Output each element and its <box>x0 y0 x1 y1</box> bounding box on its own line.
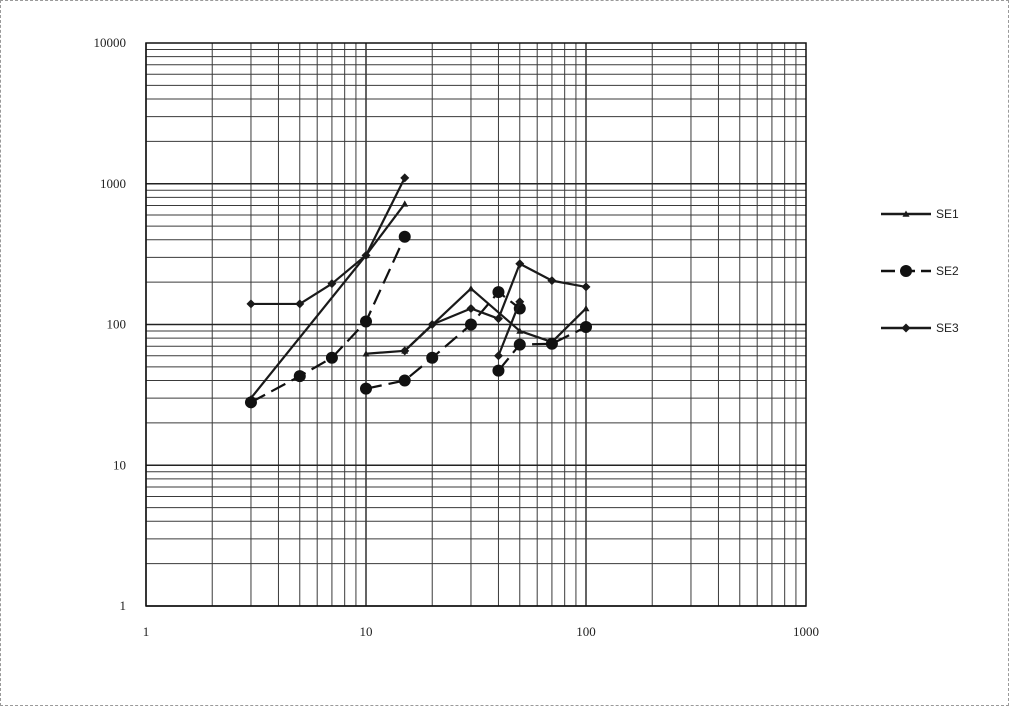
data-point-se2 <box>360 382 372 395</box>
data-point-se1 <box>467 285 475 292</box>
x-tick-label: 10 <box>360 624 373 639</box>
x-tick-label: 100 <box>576 624 596 639</box>
legend: SE1 SE2 SE3 <box>881 207 959 335</box>
legend-label: SE1 <box>936 207 959 221</box>
data-point-se3 <box>547 276 557 286</box>
data-point-se3 <box>427 320 437 329</box>
data-point-se2 <box>492 286 505 299</box>
data-point-se3 <box>493 351 503 361</box>
y-tick-label: 1000 <box>100 176 126 191</box>
x-tick-label: 1000 <box>793 624 819 639</box>
series-line-se3 <box>497 301 521 357</box>
data-point-se2 <box>325 351 338 364</box>
data-point-se2 <box>545 337 558 350</box>
axes <box>145 42 807 607</box>
data-point-se2 <box>580 320 592 333</box>
data-point-se2 <box>398 374 411 387</box>
data-point-se3 <box>515 259 525 269</box>
data-point-se3 <box>400 173 410 183</box>
legend-marker <box>900 265 912 277</box>
data-point-se3 <box>400 346 410 356</box>
legend-item-se2: SE2 <box>881 264 959 278</box>
data-point-se3 <box>581 282 591 292</box>
data-point-se3 <box>493 314 503 324</box>
data-point-se2 <box>464 318 477 331</box>
data-point-se2 <box>398 230 411 243</box>
legend-item-se1: SE1 <box>881 207 959 221</box>
data-point-se3 <box>246 299 256 309</box>
data-point-se2 <box>426 351 439 364</box>
data-point-se2 <box>492 364 505 377</box>
data-point-se3 <box>361 250 371 260</box>
legend-label: SE3 <box>936 321 959 335</box>
data-point-se3 <box>295 299 305 309</box>
data-point-se1 <box>362 350 370 357</box>
data-point-se2 <box>513 338 526 351</box>
axes-border <box>145 42 807 607</box>
data-point-se1 <box>582 304 590 312</box>
tick-labels: 1 10 100 1000 1 10 100 1000 10000 <box>94 35 820 639</box>
series-se3 <box>246 173 591 361</box>
series-line-se2 <box>497 326 587 372</box>
data-point-se2 <box>293 370 306 383</box>
y-tick-label: 10000 <box>94 35 127 50</box>
y-tick-label: 100 <box>107 317 127 332</box>
y-tick-label: 10 <box>113 457 126 472</box>
series-line-se1 <box>365 287 587 355</box>
legend-item-se3: SE3 <box>881 321 959 335</box>
data-point-se2 <box>244 396 257 409</box>
legend-marker <box>901 323 911 333</box>
data-point-se3 <box>515 297 525 307</box>
legend-marker <box>902 210 910 217</box>
series-se2 <box>244 230 592 409</box>
data-point-se3 <box>466 303 476 313</box>
data-point-se1 <box>516 327 524 334</box>
legend-label: SE2 <box>936 264 959 278</box>
x-tick-label: 1 <box>143 624 150 639</box>
data-series <box>244 173 592 409</box>
y-tick-label: 1 <box>120 598 127 613</box>
data-point-se3 <box>327 279 337 289</box>
data-point-se1 <box>401 200 409 207</box>
data-point-se2 <box>360 315 372 328</box>
